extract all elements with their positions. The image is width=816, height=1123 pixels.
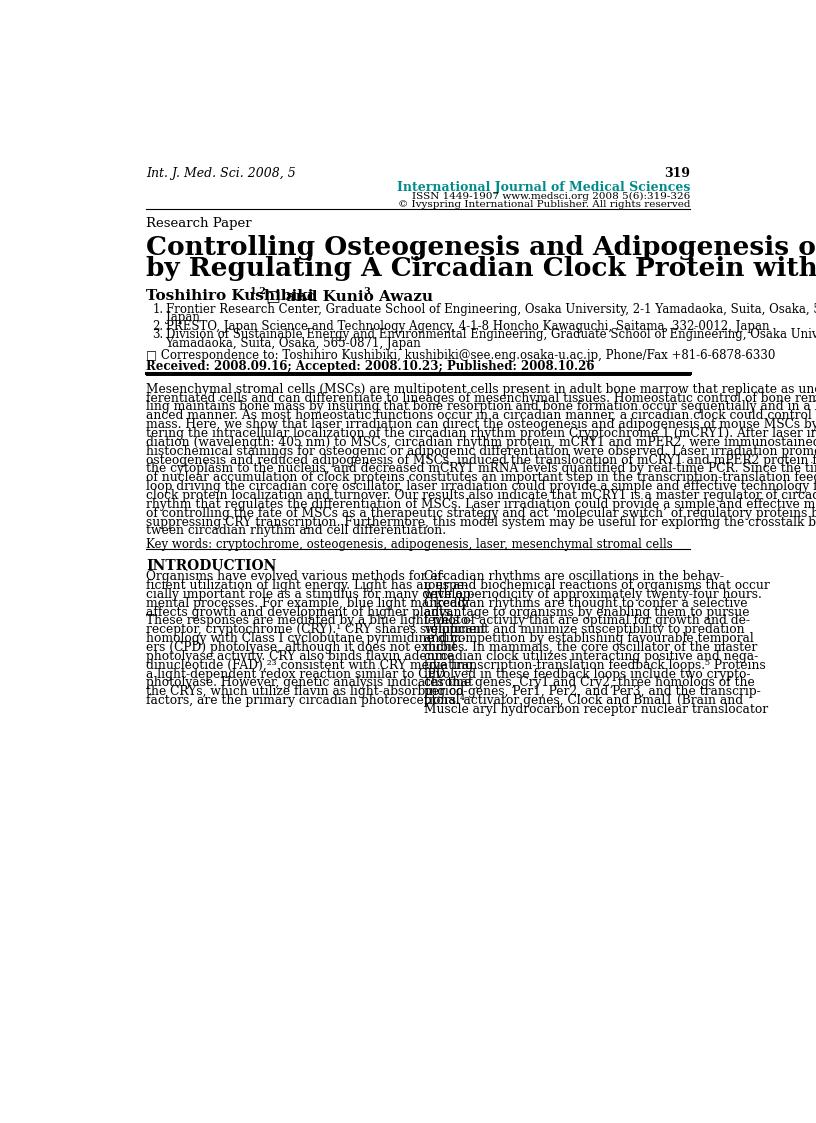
Text: Yamadaoka, Suita, Osaka, 565-0871, Japan: Yamadaoka, Suita, Osaka, 565-0871, Japan (166, 337, 421, 349)
Text: dinucleotide (FAD),²³ consistent with CRY mediating: dinucleotide (FAD),²³ consistent with CR… (146, 659, 473, 672)
Text: Key words: cryptochrome, osteogenesis, adipogenesis, laser, mesenchymal stromal : Key words: cryptochrome, osteogenesis, a… (146, 538, 673, 551)
Text: Circadian rhythms are oscillations in the behav-: Circadian rhythms are oscillations in th… (424, 570, 724, 583)
Text: 1.: 1. (153, 302, 163, 316)
Text: ferentiated cells and can differentiate to lineages of mesenchymal tissues. Home: ferentiated cells and can differentiate … (146, 392, 816, 404)
Text: histochemical stainings for osteogenic or adipogenic differentiation were observ: histochemical stainings for osteogenic o… (146, 445, 816, 458)
Text: ficient utilization of light energy. Light has an espe-: ficient utilization of light energy. Lig… (146, 579, 468, 592)
Text: osteogenesis and reduced adipogenesis of MSCs, induced the translocation of mCRY: osteogenesis and reduced adipogenesis of… (146, 454, 816, 466)
Text: Controlling Osteogenesis and Adipogenesis of Mesenchymal Stromal Cells: Controlling Osteogenesis and Adipogenesi… (146, 235, 816, 259)
Text: ISSN 1449-1907 www.medsci.org 2008 5(6):319-326: ISSN 1449-1907 www.medsci.org 2008 5(6):… (412, 192, 690, 201)
Text: These responses are mediated by a blue light photo-: These responses are mediated by a blue l… (146, 614, 472, 628)
Text: tional activator genes, Clock and Bmal1 (Brain and: tional activator genes, Clock and Bmal1 … (424, 694, 743, 707)
Text: iour and biochemical reactions of organisms that occur: iour and biochemical reactions of organi… (424, 579, 769, 592)
Text: suppressing CRY transcription. Furthermore, this model system may be useful for : suppressing CRY transcription. Furthermo… (146, 515, 816, 529)
Text: receptor, cryptochrome (CRY).¹ CRY shares significant: receptor, cryptochrome (CRY).¹ CRY share… (146, 623, 486, 637)
Text: of controlling the fate of MSCs as a therapeutic strategy and act ‘molecular swi: of controlling the fate of MSCs as a the… (146, 506, 816, 520)
Text: photolyase activity. CRY also binds flavin adenine: photolyase activity. CRY also binds flav… (146, 650, 455, 663)
Text: anced manner. As most homeostatic functions occur in a circadian manner, a circa: anced manner. As most homeostatic functi… (146, 409, 816, 422)
Text: 319: 319 (664, 167, 690, 180)
Text: velopment and minimize susceptibility to predation: velopment and minimize susceptibility to… (424, 623, 744, 637)
Text: circadian clock utilizes interacting positive and nega-: circadian clock utilizes interacting pos… (424, 650, 758, 663)
Text: tween circadian rhythm and cell differentiation.: tween circadian rhythm and cell differen… (146, 524, 446, 538)
Text: Organisms have evolved various methods for ef-: Organisms have evolved various methods f… (146, 570, 446, 583)
Text: Mesenchymal stromal cells (MSCs) are multipotent cells present in adult bone mar: Mesenchymal stromal cells (MSCs) are mul… (146, 383, 816, 395)
Text: niches. In mammals, the core oscillator of the master: niches. In mammals, the core oscillator … (424, 641, 757, 654)
Text: advantage to organisms by enabling them to pursue: advantage to organisms by enabling them … (424, 605, 749, 619)
Text: with a periodicity of approximately twenty-four hours.: with a periodicity of approximately twen… (424, 588, 761, 601)
Text: of nuclear accumulation of clock proteins constitutes an important step in the t: of nuclear accumulation of clock protein… (146, 472, 816, 484)
Text: PRESTO, Japan Science and Technology Agency, 4-1-8 Honcho Kawaguchi, Saitama, 33: PRESTO, Japan Science and Technology Age… (166, 320, 769, 332)
Text: the CRYs, which utilize flavin as light-absorbing co-: the CRYs, which utilize flavin as light-… (146, 685, 468, 699)
Text: by Regulating A Circadian Clock Protein with Laser Irradiation: by Regulating A Circadian Clock Protein … (146, 256, 816, 282)
Text: 3: 3 (363, 287, 370, 296)
Text: Circadian rhythms are thought to confer a selective: Circadian rhythms are thought to confer … (424, 596, 747, 610)
Text: levels of activity that are optimal for growth and de-: levels of activity that are optimal for … (424, 614, 750, 628)
Text: Int. J. Med. Sci. 2008, 5: Int. J. Med. Sci. 2008, 5 (146, 167, 296, 180)
Text: diation (wavelength: 405 nm) to MSCs, circadian rhythm protein, mCRY1 and mPER2,: diation (wavelength: 405 nm) to MSCs, ci… (146, 436, 816, 449)
Text: ers (CPD) photolyase, although it does not exhibit: ers (CPD) photolyase, although it does n… (146, 641, 457, 654)
Text: a light-dependent redox reaction similar to CPD: a light-dependent redox reaction similar… (146, 667, 446, 681)
Text: □ Correspondence to: Toshihiro Kushibiki, kushibiki@see.eng.osaka-u.ac.jp, Phone: □ Correspondence to: Toshihiro Kushibiki… (146, 349, 775, 362)
Text: Received: 2008.09.16; Accepted: 2008.10.23; Published: 2008.10.26: Received: 2008.09.16; Accepted: 2008.10.… (146, 359, 595, 373)
Text: International Journal of Medical Sciences: International Journal of Medical Science… (397, 181, 690, 194)
Text: and competition by establishing favourable temporal: and competition by establishing favourab… (424, 632, 753, 646)
Text: Frontier Research Center, Graduate School of Engineering, Osaka University, 2-1 : Frontier Research Center, Graduate Schoo… (166, 302, 816, 316)
Text: period genes, Per1, Per2, and Per3, and the transcrip-: period genes, Per1, Per2, and Per3, and … (424, 685, 761, 699)
Text: photolyase. However, genetic analysis indicates that: photolyase. However, genetic analysis in… (146, 676, 473, 690)
Text: loop driving the circadian core oscillator, laser irradiation could provide a si: loop driving the circadian core oscillat… (146, 481, 816, 493)
Text: tive transcription-translation feedback loops.⁵ Proteins: tive transcription-translation feedback … (424, 659, 765, 672)
Text: factors, are the primary circadian photoreceptors.⁴: factors, are the primary circadian photo… (146, 694, 465, 707)
Text: 2.: 2. (153, 320, 163, 332)
Text: rhythm that regulates the differentiation of MSCs. Laser irradiation could provi: rhythm that regulates the differentiatio… (146, 497, 816, 511)
Text: Division of Sustainable Energy and Environmental Engineering, Graduate School of: Division of Sustainable Energy and Envir… (166, 328, 816, 341)
Text: affects growth and development of higher plants.: affects growth and development of higher… (146, 605, 455, 619)
Text: ling maintains bone mass by insuring that bone resorption and bone formation occ: ling maintains bone mass by insuring tha… (146, 401, 816, 413)
Text: 3.: 3. (153, 328, 164, 341)
Text: © Ivyspring International Publisher. All rights reserved: © Ivyspring International Publisher. All… (397, 200, 690, 209)
Text: the cytoplasm to the nucleus, and decreased mCRY1 mRNA levels quantified by real: the cytoplasm to the nucleus, and decrea… (146, 463, 816, 475)
Text: □ and Kunio Awazu: □ and Kunio Awazu (261, 289, 432, 303)
Text: Toshihiro Kushibiki: Toshihiro Kushibiki (146, 289, 313, 303)
Text: Research Paper: Research Paper (146, 217, 252, 230)
Text: mental processes. For example, blue light markedly: mental processes. For example, blue ligh… (146, 596, 468, 610)
Text: cially important role as a stimulus for many develop-: cially important role as a stimulus for … (146, 588, 475, 601)
Text: Muscle aryl hydrocarbon receptor nuclear translocator: Muscle aryl hydrocarbon receptor nuclear… (424, 703, 768, 716)
Text: homology with Class I cyclobutane pyrimidine dim-: homology with Class I cyclobutane pyrimi… (146, 632, 466, 646)
Text: 1,2: 1,2 (250, 287, 267, 296)
Text: mass. Here, we show that laser irradiation can direct the osteogenesis and adipo: mass. Here, we show that laser irradiati… (146, 418, 816, 431)
Text: chrome genes, Cry1 and Cry2, three homologs of the: chrome genes, Cry1 and Cry2, three homol… (424, 676, 754, 690)
Text: tering the intracellular localization of the circadian rhythm protein Cryptochro: tering the intracellular localization of… (146, 427, 816, 440)
Text: involved in these feedback loops include two crypto-: involved in these feedback loops include… (424, 667, 750, 681)
Text: Japan: Japan (166, 311, 199, 325)
Text: INTRODUCTION: INTRODUCTION (146, 559, 277, 574)
Text: clock protein localization and turnover. Our results also indicate that mCRY1 is: clock protein localization and turnover.… (146, 489, 816, 502)
